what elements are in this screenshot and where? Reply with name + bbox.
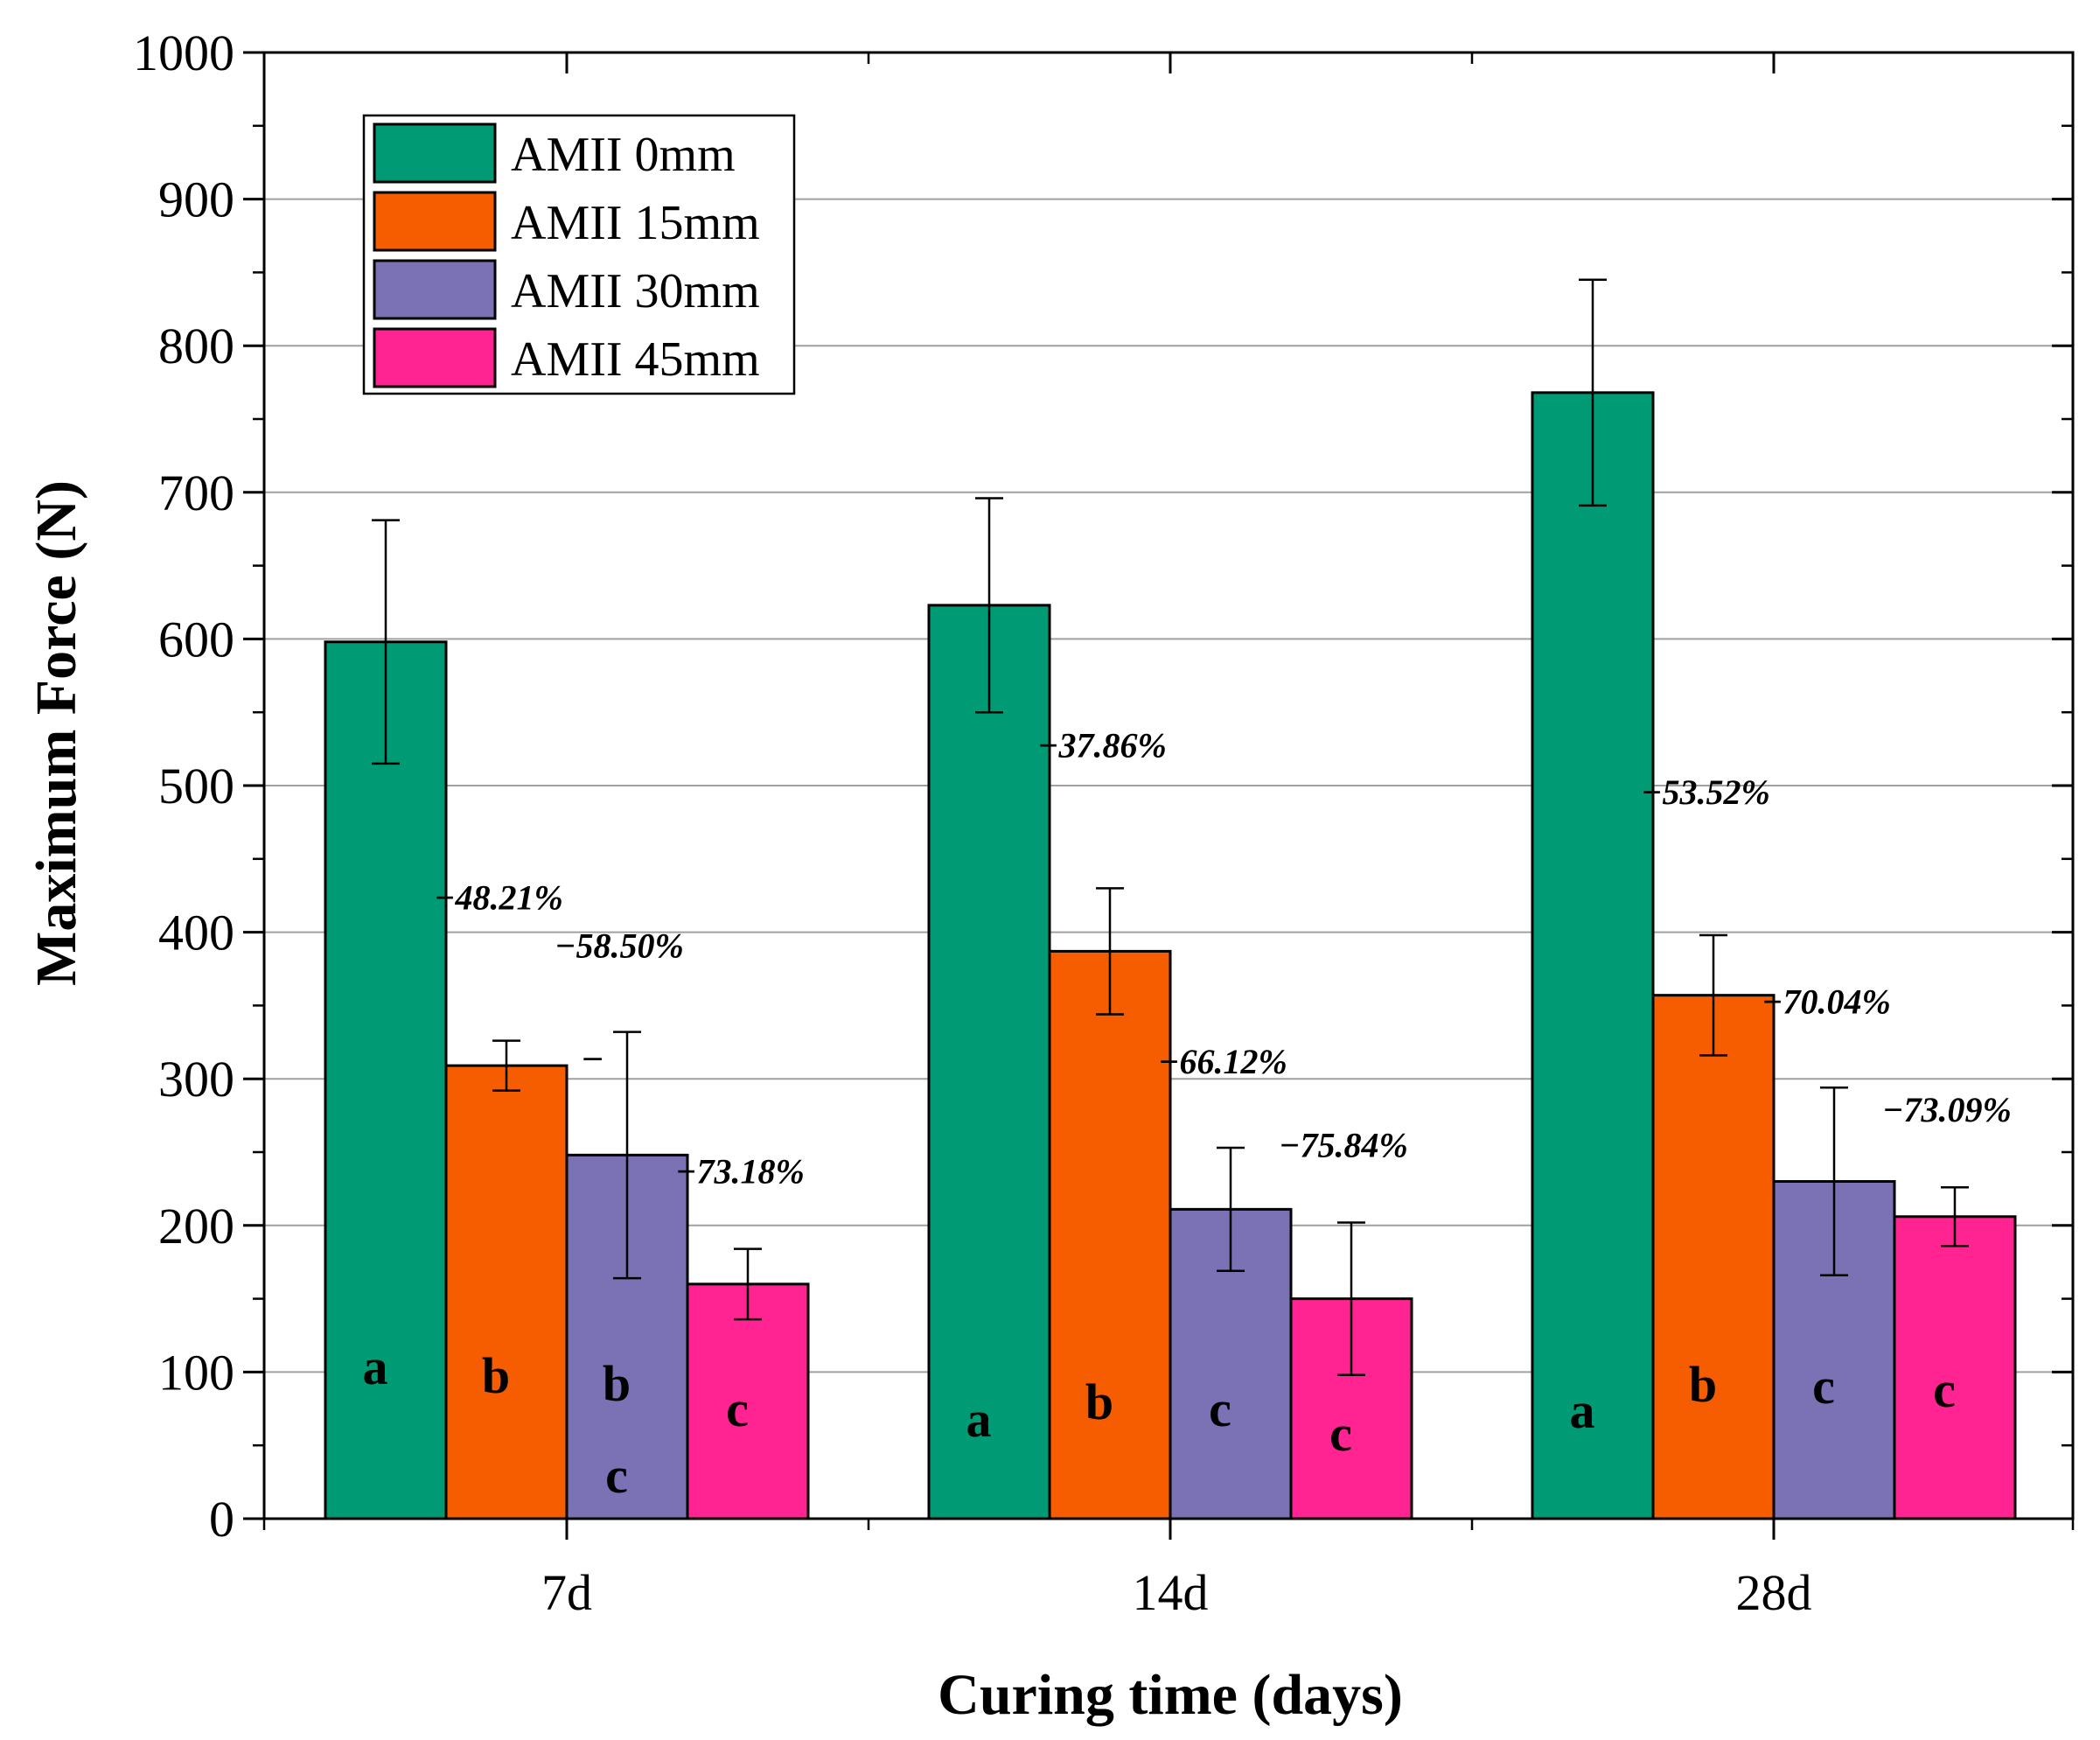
y-axis-title: Maximum Force (N): [24, 480, 88, 986]
percent-change-label-amii-45mm-7d: −73.18%: [675, 1152, 805, 1191]
percent-change-label-amii-45mm-14d: −75.84%: [1279, 1125, 1408, 1164]
x-tick-label-7d: 7d: [541, 1564, 592, 1621]
percent-change-label-amii-30mm-14d: −66.12%: [1158, 1042, 1287, 1081]
significance-letter-amii-45mm-7d: c: [726, 1380, 749, 1437]
legend: AMII 0mm AMII 15mm AMII 30mm AMII 45mm: [362, 114, 796, 395]
significance-letter-amii-30mm-14d: c: [1209, 1380, 1231, 1437]
x-axis-title: Curing time (days): [938, 1663, 1403, 1727]
significance-letter-amii-0mm-28d: a: [1570, 1382, 1595, 1439]
y-tick-label-400: 400: [158, 905, 234, 961]
stray-dash-annotation: –: [583, 1036, 602, 1075]
bars: [324, 391, 2017, 1520]
legend-swatch-amii-0mm: [373, 122, 497, 184]
y-tick-label-500: 500: [158, 758, 234, 814]
significance-letter-amii-45mm-28d: c: [1933, 1361, 1956, 1418]
legend-swatch-amii-15mm: [373, 191, 497, 252]
error-bars: [372, 278, 1969, 1377]
axes: [243, 51, 2075, 1540]
y-tick-label-700: 700: [158, 465, 234, 521]
percent-change-label-amii-45mm-28d: −73.09%: [1882, 1090, 2012, 1129]
y-tick-label-200: 200: [158, 1198, 234, 1254]
significance-letter-amii-45mm-14d: c: [1329, 1405, 1352, 1462]
y-tick-label-800: 800: [158, 318, 234, 374]
y-tick-label-600: 600: [158, 611, 234, 667]
bar-amii-45mm-28d: [1893, 1215, 2017, 1520]
y-tick-label-0: 0: [209, 1491, 234, 1548]
x-tick-label-14d: 14d: [1133, 1564, 1209, 1621]
percent-change-label-amii-15mm-28d: −53.52%: [1641, 772, 1770, 812]
percent-change-label-amii-30mm-28d: −70.04%: [1762, 982, 1891, 1021]
percent-change-label-amii-30mm-7d: −58.50%: [555, 926, 684, 966]
labels: aa ab−48.21%b−37.86%b−53.52%bc−58.50%c−66…: [133, 24, 2012, 1621]
bar-amii-0mm-14d: [927, 604, 1051, 1520]
bar-amii-15mm-7d: [444, 1064, 569, 1520]
y-tick-label-1000: 1000: [133, 24, 234, 81]
significance-letter-amii-0mm-7d: a: [363, 1338, 388, 1395]
legend-label-amii-15mm: AMII 15mm: [511, 196, 760, 250]
y-tick-label-900: 900: [158, 171, 234, 228]
significance-letter-amii-30mm-7d: b: [603, 1355, 631, 1412]
y-tick-label-100: 100: [158, 1344, 234, 1401]
legend-swatch-amii-30mm: [373, 259, 497, 320]
significance-letter-2-amii-30mm-7d: c: [605, 1447, 628, 1504]
percent-change-label-amii-15mm-14d: −37.86%: [1037, 725, 1167, 765]
legend-label-amii-0mm: AMII 0mm: [511, 128, 736, 182]
significance-letter-amii-15mm-14d: b: [1085, 1373, 1113, 1430]
significance-letter-amii-30mm-28d: c: [1812, 1358, 1835, 1415]
bar-amii-45mm-7d: [686, 1282, 810, 1520]
significance-letter-amii-15mm-28d: b: [1689, 1356, 1717, 1413]
bar-amii-0mm-7d: [324, 640, 448, 1520]
legend-swatch-amii-45mm: [373, 327, 497, 388]
bar-amii-0mm-28d: [1531, 391, 1655, 1520]
x-tick-label-28d: 28d: [1736, 1564, 1812, 1621]
significance-letter-amii-15mm-7d: b: [482, 1347, 510, 1404]
significance-letter-amii-0mm-14d: a: [966, 1391, 992, 1448]
y-tick-label-300: 300: [158, 1051, 234, 1108]
legend-label-amii-30mm: AMII 30mm: [511, 264, 760, 318]
bar-amii-15mm-14d: [1048, 949, 1172, 1520]
percent-change-label-amii-15mm-7d: −48.21%: [434, 878, 563, 918]
bar-amii-15mm-28d: [1651, 994, 1776, 1520]
legend-label-amii-45mm: AMII 45mm: [511, 332, 760, 387]
